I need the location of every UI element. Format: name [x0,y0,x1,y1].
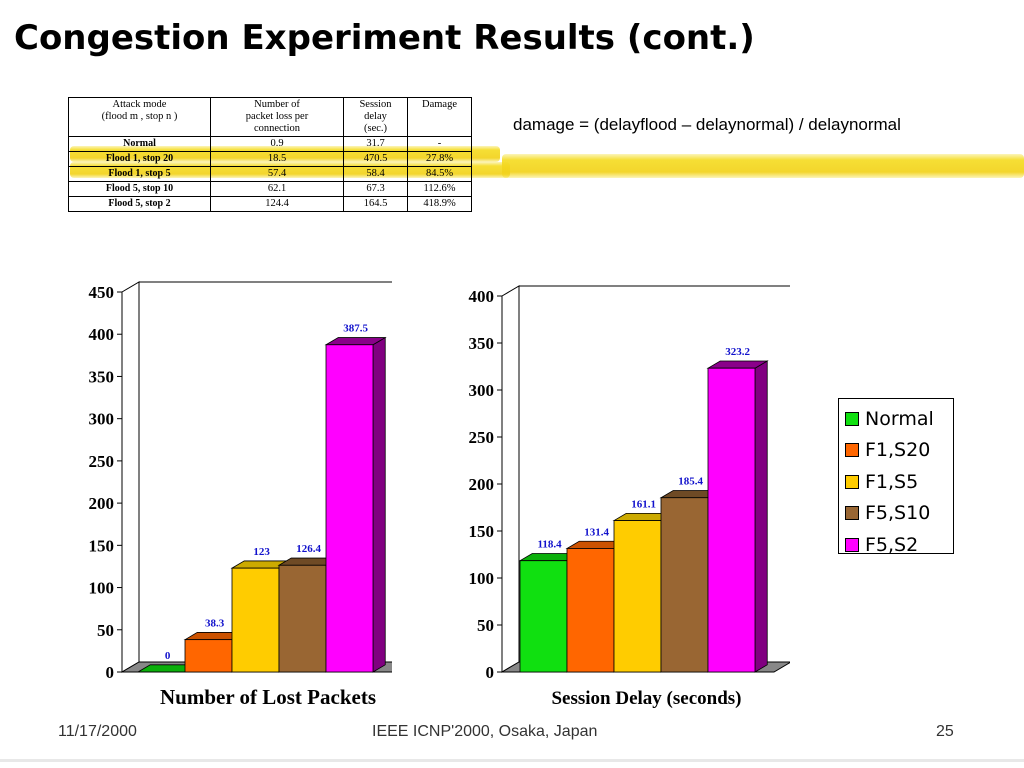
legend-item-normal: Normal [845,403,953,435]
bar [231,567,280,673]
row-mode: Flood 1, stop 5 [68,166,211,182]
y-tick-label: 250 [89,452,115,471]
y-tick-label: 450 [89,283,115,302]
footer-page-number: 25 [936,723,954,740]
x-axis-label: Number of Lost Packets [160,685,376,709]
bar [707,367,756,673]
data-label: 38.3 [205,617,225,629]
y-tick-label: 50 [97,621,114,640]
table-row: Flood 5, stop 10 62.1 67.3 112.6% [68,181,472,197]
y-tick-label: 200 [89,494,115,513]
footer-divider [0,759,1024,762]
y-tick-label: 100 [469,569,495,588]
footer-date: 11/17/2000 [58,723,137,740]
y-tick-label: 300 [89,410,115,429]
chart-lost-packets: 0 50 100 150 200 250 300 350 400 450 0 38.3 123 126.4… [89,281,392,709]
data-label: 131.4 [584,526,609,538]
results-table: Attack mode (flood m , stop n ) Number o… [68,97,472,212]
footer-venue: IEEE ICNP'2000, Osaka, Japan [372,723,598,740]
row-mode: Normal [68,136,211,152]
bar [519,560,568,673]
row-delay: 470.5 [343,151,408,167]
legend-swatch [845,474,859,489]
bar-side [372,336,386,673]
legend-swatch [845,506,859,521]
legend-swatch [845,411,859,426]
row-damage: 112.6% [407,181,472,197]
table-header-row: Attack mode (flood m , stop n ) Number o… [68,97,472,137]
bar [660,497,709,673]
legend-item-f5s2: F5,S2 [845,529,953,561]
y-tick-label: 350 [89,367,115,386]
row-damage: - [407,136,472,152]
legend-item-f1s20: F1,S20 [845,435,953,467]
row-damage: 84.5% [407,166,472,182]
legend-swatch [845,443,859,458]
y-tick-label: 0 [106,663,115,682]
legend-swatch [845,537,859,552]
slide-title: Congestion Experiment Results (cont.) [14,18,755,58]
x-axis-label: Session Delay (seconds) [551,688,741,709]
legend-item-f1s5: F1,S5 [845,466,953,498]
header-session-delay: Session delay (sec.) [343,97,408,137]
row-mode: Flood 1, stop 20 [68,151,211,167]
row-delay: 31.7 [343,136,408,152]
damage-formula: damage = (delayflood – delaynormal) / de… [513,115,901,134]
header-damage: Damage [407,97,472,137]
table-row: Flood 1, stop 20 18.5 470.5 27.8% [68,151,472,167]
data-label: 387.5 [343,323,368,335]
y-tick-label: 400 [469,287,495,306]
data-label: 161.1 [631,498,656,510]
bar [566,548,615,673]
data-label: 185.4 [678,476,703,488]
data-label: 323.2 [725,346,750,358]
data-label: 126.4 [296,543,321,555]
highlight-stroke-formula [502,154,1024,178]
row-mode: Flood 5, stop 10 [68,181,211,197]
y-tick-label: 150 [89,536,115,555]
y-tick-label: 400 [89,325,115,344]
bar [184,639,233,673]
row-delay: 67.3 [343,181,408,197]
data-label: 0 [165,650,171,662]
y-tick-label: 0 [486,663,495,682]
data-label: 118.4 [538,539,563,551]
bar [325,344,374,673]
table-row: Flood 1, stop 5 57.4 58.4 84.5% [68,166,472,182]
row-delay: 58.4 [343,166,408,182]
y-tick-label: 100 [89,579,115,598]
row-loss: 57.4 [210,166,344,182]
plot-side-wall [121,281,140,673]
row-damage: 418.9% [407,196,472,212]
row-delay: 164.5 [343,196,408,212]
bar-side [754,360,768,673]
data-label: 123 [253,546,270,558]
table-row: Normal 0.9 31.7 - [68,136,472,152]
y-tick-label: 300 [469,381,495,400]
y-tick-label: 50 [477,616,494,635]
y-tick-label: 350 [469,334,495,353]
header-attack-mode: Attack mode (flood m , stop n ) [68,97,211,137]
y-tick-label: 250 [469,428,495,447]
row-loss: 18.5 [210,151,344,167]
y-tick-label: 200 [469,475,495,494]
table-row: Flood 5, stop 2 124.4 164.5 418.9% [68,196,472,212]
row-loss: 0.9 [210,136,344,152]
bar [278,564,327,673]
chart-session-delay: 0 50 100 150 200 250 300 350 400 118.4 131.4 161.1 1… [469,285,790,709]
chart-legend: Normal F1,S20 F1,S5 F5,S10 F5,S2 [838,398,954,556]
plot-side-wall [501,285,520,673]
bar [613,520,662,673]
row-loss: 124.4 [210,196,344,212]
row-mode: Flood 5, stop 2 [68,196,211,212]
row-damage: 27.8% [407,151,472,167]
header-packet-loss: Number of packet loss per connection [210,97,344,137]
row-loss: 62.1 [210,181,344,197]
legend-item-f5s10: F5,S10 [845,498,953,530]
y-tick-label: 150 [469,522,495,541]
